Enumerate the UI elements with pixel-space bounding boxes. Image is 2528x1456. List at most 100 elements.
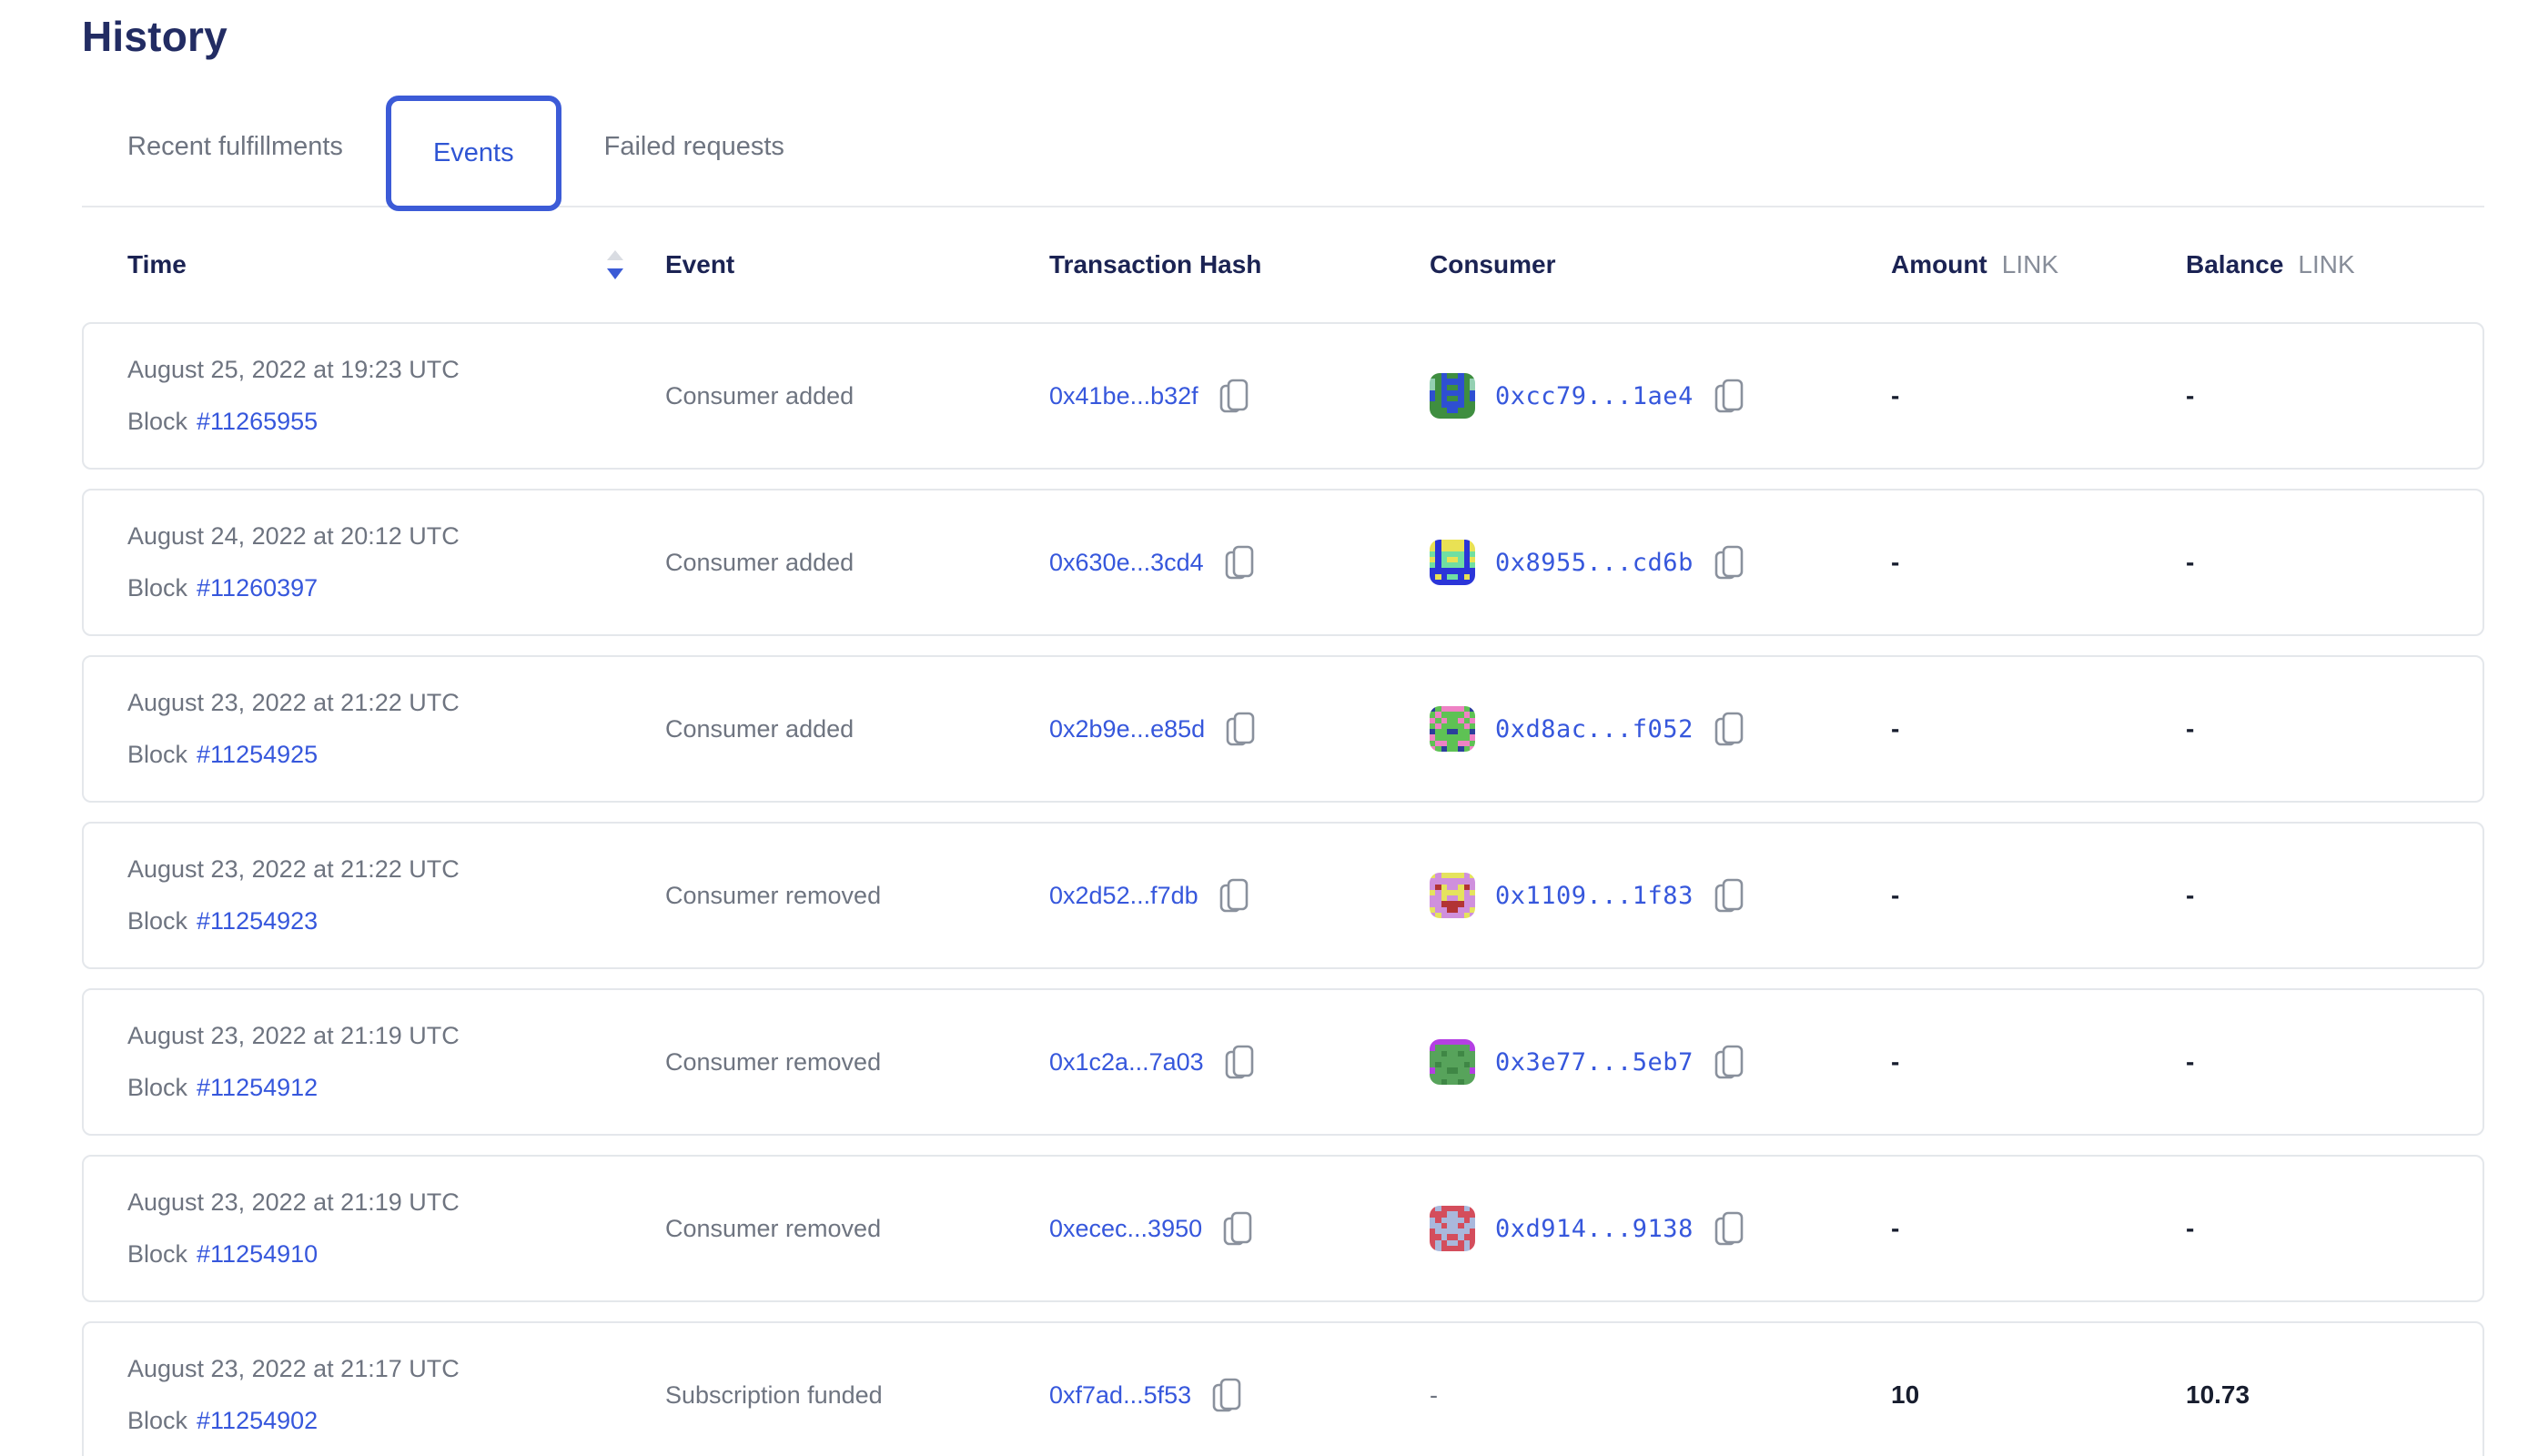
block-line: Block #11254912 [127,1074,665,1102]
sort-descending-icon[interactable] [604,247,626,283]
column-header-consumer: Consumer [1430,250,1556,278]
transaction-hash-link[interactable]: 0xecec...3950 [1049,1214,1203,1242]
copy-icon[interactable] [1714,378,1744,414]
row-balance: - [2186,1047,2195,1076]
column-header-balance: Balance LINK [2186,250,2484,279]
block-number-link[interactable]: #11265955 [197,408,319,435]
table-row: August 23, 2022 at 21:19 UTC Block #1125… [82,988,2484,1136]
transaction-hash-cell: 0xf7ad...5f53 [1049,1377,1430,1413]
copy-icon[interactable] [1714,1210,1744,1247]
transaction-hash-link[interactable]: 0xf7ad...5f53 [1049,1380,1192,1409]
transaction-hash-cell: 0xecec...3950 [1049,1210,1430,1247]
block-label: Block [127,1407,188,1434]
time-cell: August 23, 2022 at 21:22 UTC Block #1125… [127,855,665,935]
consumer-address-link[interactable]: 0xd914...9138 [1495,1214,1694,1243]
copy-icon[interactable] [1224,1044,1255,1080]
transaction-hash-cell: 0x2b9e...e85d [1049,711,1430,747]
row-date: August 24, 2022 at 20:12 UTC [127,522,460,550]
copy-icon[interactable] [1218,378,1249,414]
copy-icon[interactable] [1714,544,1744,581]
row-amount: - [1891,714,1900,743]
block-label: Block [127,408,188,435]
transaction-hash-link[interactable]: 0x2d52...f7db [1049,881,1198,909]
tab-failed-requests[interactable]: Failed requests [603,131,784,161]
table-row: August 23, 2022 at 21:19 UTC Block #1125… [82,1155,2484,1302]
block-label: Block [127,1240,188,1268]
table-row: August 23, 2022 at 21:17 UTC Block #1125… [82,1321,2484,1456]
row-amount: - [1891,1214,1900,1242]
block-line: Block #11254923 [127,907,665,935]
copy-icon[interactable] [1714,711,1744,747]
table-row: August 25, 2022 at 19:23 UTC Block #1126… [82,322,2484,470]
copy-icon[interactable] [1218,877,1249,914]
consumer-address-link[interactable]: 0x8955...cd6b [1495,548,1694,577]
consumer-cell: 0xd914...9138 [1430,1206,1891,1251]
row-amount: 10 [1891,1380,1920,1409]
row-amount: - [1891,1047,1900,1076]
consumer-identicon [1430,1206,1475,1251]
block-number-link[interactable]: #11260397 [197,574,319,602]
block-number-link[interactable]: #11254910 [197,1240,319,1268]
block-label: Block [127,574,188,602]
block-number-link[interactable]: #11254912 [197,1074,319,1101]
consumer-cell: 0x3e77...5eb7 [1430,1039,1891,1085]
consumer-address-link[interactable]: 0x3e77...5eb7 [1495,1047,1694,1077]
column-header-time[interactable]: Time [127,247,665,283]
block-number-link[interactable]: #11254923 [197,907,319,935]
row-balance: - [2186,548,2195,576]
transaction-hash-link[interactable]: 0x1c2a...7a03 [1049,1047,1204,1076]
time-cell: August 23, 2022 at 21:19 UTC Block #1125… [127,1022,665,1102]
block-label: Block [127,907,188,935]
consumer-cell: 0x8955...cd6b [1430,540,1891,585]
row-event: Consumer removed [665,1047,882,1076]
history-tabs: Recent fulfillments Events Failed reques… [82,87,2484,211]
row-date: August 23, 2022 at 21:17 UTC [127,1355,460,1382]
transaction-hash-cell: 0x630e...3cd4 [1049,544,1430,581]
row-event: Consumer added [665,381,854,410]
block-label: Block [127,741,188,768]
row-date: August 25, 2022 at 19:23 UTC [127,356,460,383]
copy-icon[interactable] [1714,1044,1744,1080]
copy-icon[interactable] [1714,877,1744,914]
row-event: Subscription funded [665,1380,883,1409]
table-row: August 23, 2022 at 21:22 UTC Block #1125… [82,822,2484,969]
block-number-link[interactable]: #11254925 [197,741,319,768]
consumer-address-link[interactable]: - [1430,1380,1439,1409]
consumer-identicon [1430,540,1475,585]
table-row: August 23, 2022 at 21:22 UTC Block #1125… [82,655,2484,803]
row-balance: - [2186,1214,2195,1242]
transaction-hash-cell: 0x41be...b32f [1049,378,1430,414]
consumer-cell: 0xcc79...1ae4 [1430,373,1891,419]
balance-unit-label: LINK [2298,250,2355,278]
row-event: Consumer added [665,548,854,576]
consumer-address-link[interactable]: 0xd8ac...f052 [1495,714,1694,743]
block-line: Block #11254910 [127,1240,665,1269]
row-event: Consumer removed [665,1214,882,1242]
row-amount: - [1891,381,1900,410]
consumer-identicon [1430,1039,1475,1085]
block-number-link[interactable]: #11254902 [197,1407,319,1434]
copy-icon[interactable] [1224,544,1255,581]
row-event: Consumer added [665,714,854,743]
row-balance: - [2186,381,2195,410]
block-line: Block #11254925 [127,741,665,769]
consumer-address-link[interactable]: 0x1109...1f83 [1495,881,1694,910]
table-header-row: Time Event Transaction Hash Consumer Amo… [82,207,2484,322]
time-cell: August 23, 2022 at 21:19 UTC Block #1125… [127,1188,665,1269]
copy-icon[interactable] [1225,711,1256,747]
copy-icon[interactable] [1222,1210,1253,1247]
row-event: Consumer removed [665,881,882,909]
copy-icon[interactable] [1211,1377,1242,1413]
row-date: August 23, 2022 at 21:19 UTC [127,1188,460,1216]
consumer-address-link[interactable]: 0xcc79...1ae4 [1495,381,1694,410]
consumer-cell: 0x1109...1f83 [1430,873,1891,918]
transaction-hash-link[interactable]: 0x630e...3cd4 [1049,548,1204,576]
transaction-hash-link[interactable]: 0x2b9e...e85d [1049,714,1206,743]
tab-recent-fulfillments[interactable]: Recent fulfillments [127,131,343,161]
event-rows-list: August 25, 2022 at 19:23 UTC Block #1126… [82,322,2484,1456]
tab-events[interactable]: Events [385,95,561,211]
transaction-hash-link[interactable]: 0x41be...b32f [1049,381,1198,410]
consumer-identicon [1430,706,1475,752]
row-amount: - [1891,548,1900,576]
